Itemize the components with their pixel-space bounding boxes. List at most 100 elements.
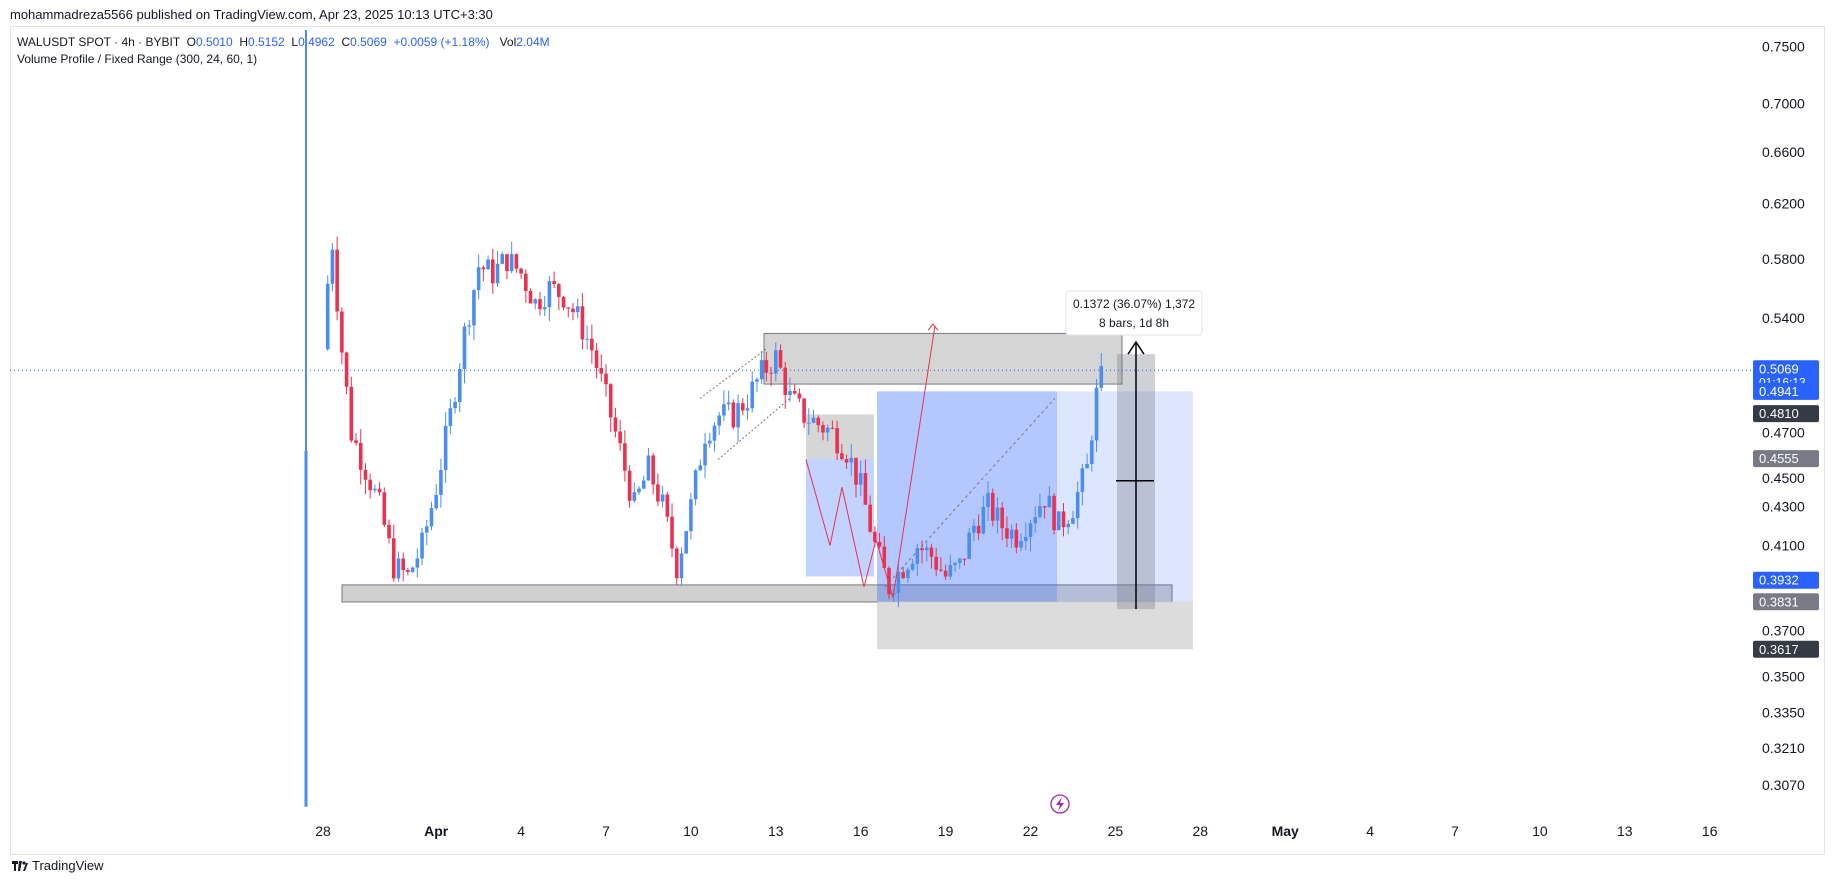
x-axis[interactable]: 28 Apr 4 7 10 13 16 19 22 25 28 May 4 7 10 13 16 bbox=[315, 823, 1717, 839]
candle-body bbox=[304, 450, 308, 807]
candle-body bbox=[443, 425, 448, 470]
candle-body bbox=[825, 427, 830, 433]
candle-body bbox=[740, 403, 745, 411]
position-stop-area[interactable] bbox=[877, 601, 1193, 650]
trend-line-dashed[interactable] bbox=[884, 397, 1056, 588]
candle-body bbox=[811, 417, 816, 423]
candle-body bbox=[382, 492, 387, 525]
candle-body bbox=[920, 548, 924, 551]
candle-body bbox=[967, 532, 971, 559]
candle-body bbox=[797, 393, 802, 399]
candle-body bbox=[962, 558, 967, 560]
lightning-icon[interactable] bbox=[1050, 794, 1070, 814]
candle-body bbox=[774, 350, 778, 374]
candle-body bbox=[755, 379, 759, 382]
candle-body bbox=[759, 360, 764, 380]
indicator-label[interactable]: Volume Profile / Fixed Range (300, 24, 6… bbox=[17, 52, 258, 66]
candle-body bbox=[948, 564, 953, 577]
candle-body bbox=[575, 306, 580, 313]
candle-body bbox=[410, 567, 415, 573]
candle-body bbox=[429, 508, 434, 527]
candle-body bbox=[528, 290, 533, 304]
y-axis[interactable]: 0.7500 0.7000 0.6600 0.6200 0.5800 0.5400 0.43… bbox=[1762, 38, 1805, 792]
x-tick-label: 16 bbox=[853, 823, 869, 839]
resistance-zone[interactable] bbox=[763, 332, 1123, 385]
channel-line-top[interactable] bbox=[699, 348, 767, 399]
x-tick-label: 13 bbox=[1617, 823, 1633, 839]
x-tick-label: 16 bbox=[1702, 823, 1718, 839]
y-tick-label: 0.5800 bbox=[1762, 251, 1805, 267]
candle-body bbox=[1047, 495, 1052, 508]
candle-body bbox=[354, 440, 358, 443]
price-tag-value: 0.4555 bbox=[1759, 451, 1799, 466]
candle-body bbox=[981, 506, 986, 534]
candle-body bbox=[618, 431, 622, 444]
candle-body bbox=[481, 267, 486, 270]
candle-body bbox=[330, 249, 335, 284]
price-tag: 0.4941 bbox=[1753, 382, 1819, 400]
footer-brand[interactable]: TradingView bbox=[12, 858, 104, 873]
chart-frame bbox=[10, 26, 1825, 855]
measure-arrow-head bbox=[1127, 340, 1145, 355]
candle-body bbox=[552, 281, 556, 285]
candle-body bbox=[939, 569, 943, 571]
candle-body bbox=[844, 459, 849, 463]
candle-body bbox=[877, 541, 882, 547]
candle-body bbox=[1014, 529, 1019, 548]
candle-body bbox=[972, 525, 976, 533]
candle-body bbox=[778, 350, 783, 368]
y-tick-label: 0.5400 bbox=[1762, 310, 1805, 326]
candle-body bbox=[613, 417, 618, 432]
candle-body bbox=[533, 299, 538, 304]
price-tag: 0.3831 bbox=[1753, 593, 1819, 611]
measure-tooltip-bg bbox=[1065, 290, 1203, 336]
candle-body bbox=[717, 415, 721, 426]
candle-body bbox=[670, 516, 674, 549]
candle-body bbox=[712, 425, 717, 441]
y-tick-label: 0.3350 bbox=[1762, 705, 1805, 721]
candle-body bbox=[840, 453, 844, 460]
candle-body bbox=[1085, 463, 1089, 469]
gray-box[interactable] bbox=[806, 414, 874, 459]
candles[interactable] bbox=[304, 30, 1104, 807]
measure-tooltip-line1: 0.1372 (36.07%) 1,372 bbox=[1073, 297, 1195, 311]
x-tick-label: 22 bbox=[1023, 823, 1039, 839]
projection-path[interactable] bbox=[805, 325, 936, 598]
x-tick-label: 13 bbox=[768, 823, 784, 839]
candle-body bbox=[453, 401, 457, 409]
publisher-line: mohammadreza5566 published on TradingVie… bbox=[10, 7, 493, 22]
candle-body bbox=[1066, 523, 1071, 528]
candle-body bbox=[561, 296, 566, 308]
x-tick-label: 4 bbox=[1366, 823, 1374, 839]
candle-body bbox=[934, 556, 938, 570]
support-zone[interactable] bbox=[341, 584, 1173, 603]
x-tick-label: 28 bbox=[315, 823, 331, 839]
position-target-projection[interactable] bbox=[1057, 391, 1193, 602]
candle-body bbox=[1094, 387, 1099, 441]
blue-box-small[interactable] bbox=[806, 458, 874, 577]
candle-body bbox=[901, 572, 905, 579]
candle-body bbox=[1009, 529, 1014, 539]
candle-body bbox=[396, 558, 401, 579]
open-label: O bbox=[186, 35, 196, 49]
candle-body bbox=[868, 504, 872, 532]
candle-body bbox=[849, 457, 854, 463]
candle-body bbox=[915, 548, 920, 564]
candle-body bbox=[391, 538, 396, 579]
candle-body bbox=[1033, 517, 1038, 524]
tradingview-logo-icon bbox=[12, 860, 28, 871]
candle-body bbox=[486, 259, 490, 270]
candle-body bbox=[571, 308, 575, 313]
candle-body bbox=[646, 455, 651, 481]
candle-body bbox=[1038, 506, 1042, 518]
candle-body bbox=[1099, 366, 1104, 388]
candle-body bbox=[1000, 507, 1004, 529]
drawings[interactable] bbox=[341, 332, 1193, 650]
annotations[interactable] bbox=[699, 323, 1056, 598]
candle-body bbox=[623, 443, 627, 471]
close-label: C bbox=[341, 35, 351, 49]
candle-body bbox=[1075, 491, 1080, 519]
volume-value: 2.04M bbox=[516, 35, 550, 49]
candle-body bbox=[896, 572, 901, 593]
